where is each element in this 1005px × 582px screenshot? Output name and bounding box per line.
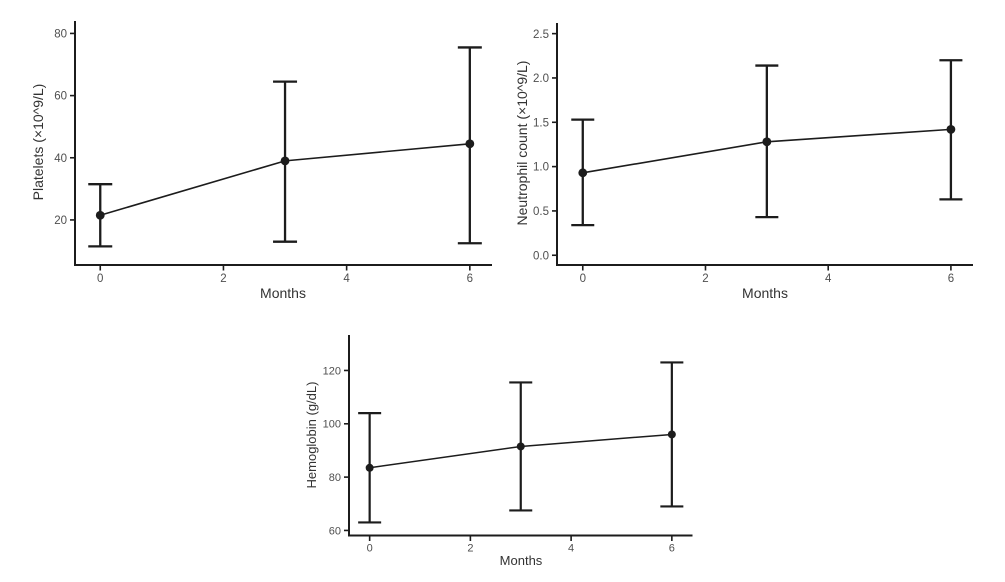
data-point — [95, 210, 105, 220]
data-point — [516, 442, 525, 451]
hemoglobin-chart: 60 80 100 120 0 2 4 6 — [323, 335, 693, 555]
x-tick-label: 6 — [669, 543, 675, 555]
y-tick-label: 60 — [54, 91, 67, 103]
neutrophil-count-chart: 0.0 0.5 1.0 1.5 2.0 2.5 0 2 4 6 — [533, 23, 973, 285]
x-tick-label: 0 — [97, 273, 103, 285]
y-tick-label: 1.0 — [533, 162, 549, 174]
y-tick-label: 0.0 — [533, 250, 549, 262]
y-tick-label: 1.5 — [533, 117, 549, 129]
neutrophil-x-axis-title: Months — [742, 285, 788, 301]
neutrophil-y-axis-title: Neutrophil count (×10^9/L) — [514, 60, 530, 226]
x-tick-label: 0 — [580, 273, 586, 285]
hemoglobin-y-axis-title: Hemoglobin (g/dL) — [304, 381, 319, 489]
y-tick-label: 100 — [323, 419, 341, 431]
data-point — [946, 124, 956, 134]
platelets-y-axis-title: Platelets (×10^9/L) — [30, 83, 46, 201]
y-tick-label: 0.5 — [533, 206, 549, 218]
data-point — [578, 168, 588, 178]
x-tick-label: 0 — [367, 543, 373, 555]
x-tick-label: 6 — [948, 273, 954, 285]
y-tick-label: 20 — [54, 215, 67, 227]
data-point — [762, 137, 772, 147]
y-tick-label: 120 — [323, 365, 341, 377]
y-tick-label: 80 — [54, 29, 67, 41]
y-tick-label: 40 — [54, 153, 67, 165]
x-tick-label: 4 — [343, 273, 350, 285]
x-tick-label: 4 — [568, 543, 574, 555]
data-point — [365, 463, 374, 472]
y-tick-label: 80 — [329, 472, 341, 484]
data-point — [667, 430, 676, 439]
y-tick-label: 2.0 — [533, 73, 549, 85]
x-tick-label: 2 — [702, 273, 708, 285]
platelets-chart: 20 40 60 80 0 2 4 6 — [54, 21, 492, 285]
x-tick-label: 6 — [467, 273, 473, 285]
x-tick-label: 4 — [825, 273, 832, 285]
x-tick-label: 2 — [220, 273, 226, 285]
hemoglobin-x-axis-title: Months — [499, 553, 543, 568]
data-point — [280, 156, 290, 166]
y-tick-label: 2.5 — [533, 29, 549, 41]
data-point — [465, 139, 475, 149]
platelets-x-axis-title: Months — [260, 285, 306, 301]
y-tick-label: 60 — [329, 525, 341, 537]
x-tick-label: 2 — [467, 543, 473, 555]
